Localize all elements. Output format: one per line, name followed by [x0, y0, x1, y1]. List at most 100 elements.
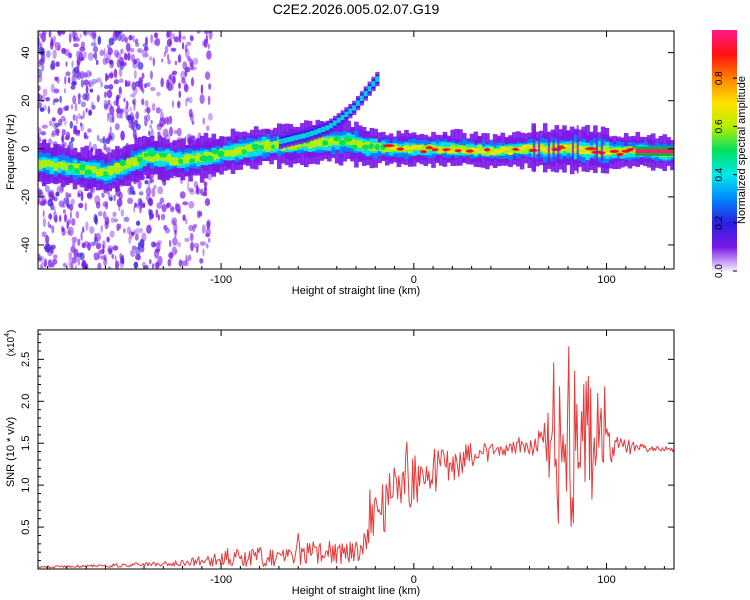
- spectrogram-speckle: [115, 108, 122, 114]
- spectrogram-speckle: [74, 37, 81, 42]
- spectrogram-peak: [259, 144, 265, 150]
- spectrogram-speckle: [146, 107, 151, 114]
- spectrogram-speckle: [129, 185, 135, 195]
- spectrogram-ridge-cell: [88, 165, 93, 173]
- spectrogram-speckle: [187, 254, 192, 262]
- spectrogram-speckle: [70, 245, 76, 253]
- spectrogram-speckle: [95, 59, 99, 65]
- spectrogram-speckle: [73, 32, 79, 41]
- spectrogram-speckle: [77, 189, 83, 197]
- spectrogram-speckle: [149, 124, 153, 129]
- spectrogram-speckle: [109, 196, 113, 201]
- spectrogram-ridge-cell: [354, 139, 359, 149]
- spectrogram-ridge-cell: [265, 142, 270, 152]
- spectrogram-speckle: [50, 40, 54, 50]
- spectrogram-x-ticks: -100 0 100: [47, 31, 665, 286]
- spectrogram-speckle: [114, 255, 117, 262]
- spectrogram-speckle: [133, 261, 139, 269]
- spectrogram-speckle: [132, 61, 139, 69]
- spectrogram-speckle: [150, 128, 154, 138]
- spectrogram-speckle: [123, 98, 126, 103]
- spectrogram-speckle: [77, 97, 81, 105]
- spectrogram-speckle: [182, 201, 189, 206]
- spectrogram-speckle: [167, 258, 172, 267]
- spectrogram-panel: -100 0 100 -40 -20 0 20 40 Height of straight …: [5, 30, 675, 297]
- spectrogram-speckle: [87, 31, 93, 36]
- spectrogram-speckle: [138, 191, 144, 196]
- spectrogram-speckle: [181, 42, 185, 50]
- spectrogram-peak: [119, 159, 127, 167]
- spectrogram-speckle: [184, 237, 190, 243]
- spectrogram-peak: [499, 147, 509, 151]
- spectrogram-speckle: [90, 42, 97, 47]
- spectrogram-speckle: [160, 213, 166, 221]
- spectrogram-peak: [91, 166, 97, 172]
- colorbar-tick-label: 0.8: [714, 71, 725, 85]
- spectrogram-peak: [396, 147, 404, 151]
- spectrogram-speckle: [148, 208, 152, 216]
- spectrogram-speckle: [208, 83, 212, 90]
- spectrogram-speckle: [150, 34, 154, 44]
- spectrogram-ridge-cell: [292, 142, 297, 150]
- spectrogram-peak: [322, 140, 329, 146]
- spectrogram-peak: [67, 164, 74, 171]
- spectrogram-peak: [344, 135, 353, 142]
- spectrogram-speckle: [120, 33, 126, 43]
- spectrogram-speckle: [113, 79, 120, 85]
- spectrogram-speckle: [48, 31, 52, 38]
- spectrogram-branch-cell: [348, 108, 353, 114]
- spectrogram-peak: [489, 152, 497, 156]
- spectrogram-speckle: [112, 211, 117, 217]
- spectrogram-peak: [264, 139, 270, 147]
- spectrogram-speckle: [72, 95, 77, 105]
- spectrogram-speckle: [56, 76, 60, 84]
- spectrogram-speckle: [186, 97, 190, 102]
- spectrogram-speckle: [169, 126, 173, 137]
- spectrogram-speckle: [47, 259, 53, 268]
- spectrogram-speckle: [82, 226, 85, 233]
- spectrogram-speckle: [202, 117, 206, 125]
- colorbar-tick-label: 0.2: [714, 215, 725, 229]
- spectrogram-speckle: [166, 31, 170, 39]
- spectrogram-speckle: [75, 114, 78, 125]
- spectrogram-peak: [412, 145, 423, 149]
- spectrogram-speckle: [41, 31, 47, 35]
- spectrogram-speckle: [103, 257, 108, 267]
- spectrogram-speckle: [49, 191, 55, 197]
- spectrogram-ridge-cell: [408, 147, 413, 153]
- spectrogram-peak: [460, 150, 468, 154]
- spectrogram-speckle: [63, 88, 66, 94]
- spectrogram-speckle: [187, 180, 190, 191]
- spectrogram-peak: [143, 152, 148, 158]
- spectrogram-speckle: [163, 117, 167, 125]
- spectrogram-speckle: [111, 61, 114, 68]
- spectrogram-speckle: [74, 264, 77, 269]
- spectrogram-speckle: [101, 240, 106, 249]
- spectrogram-speckle: [150, 213, 154, 219]
- spectrogram-ridge-cell: [581, 145, 587, 154]
- spectrogram-speckle: [154, 248, 161, 254]
- spectrogram-speckle: [47, 105, 51, 115]
- spectrogram-speckle: [144, 45, 149, 52]
- spectrogram-speckle: [183, 81, 188, 91]
- spectrogram-speckle: [71, 81, 77, 86]
- spectrogram-speckle: [70, 104, 74, 110]
- spectrogram-speckle: [71, 256, 77, 264]
- spectrogram-speckle: [104, 201, 109, 210]
- spectrogram-speckle: [184, 48, 190, 58]
- spectrogram-speckle: [102, 210, 107, 220]
- spectrogram-speckle: [140, 82, 144, 92]
- spectrogram-speckle: [74, 102, 78, 112]
- spectrogram-speckle: [51, 39, 56, 47]
- spectrogram-peak: [170, 159, 179, 166]
- spectrogram-peak: [315, 140, 324, 147]
- spectrogram-speckle: [87, 128, 92, 133]
- spectrogram-peak: [521, 144, 534, 148]
- spectrogram-speckle: [61, 31, 66, 35]
- spectrogram-speckle: [54, 122, 60, 128]
- spectrogram-ridge-cell: [261, 141, 267, 151]
- spectrogram-speckle: [130, 121, 135, 131]
- spectrogram-speckle: [38, 46, 45, 56]
- spectrogram-speckle: [57, 107, 63, 116]
- spectrogram-peak: [506, 151, 514, 156]
